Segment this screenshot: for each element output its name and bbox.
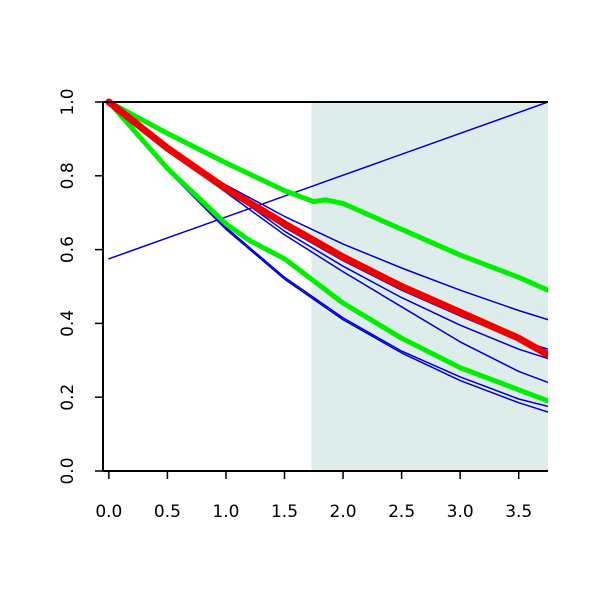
y-tick-label: 0.8 [58,162,78,189]
x-tick-label: 3.0 [447,502,474,522]
y-tick-label: 0.4 [58,310,78,337]
x-tick-label: 0.0 [95,502,122,522]
x-tick-label: 1.0 [212,502,239,522]
y-tick-label: 0.2 [58,384,78,411]
x-tick-label: 3.5 [505,502,532,522]
shaded-region [311,102,548,471]
y-tick-label: 0.0 [58,457,78,484]
x-tick-label: 2.0 [330,502,357,522]
series-layer [105,98,548,413]
series-line-1 [108,101,548,260]
shaded-region-layer [311,102,548,471]
y-tick-label: 1.0 [58,88,78,115]
y-tick-label: 0.6 [58,236,78,263]
series-line-10 [105,98,548,359]
x-tick-label: 2.5 [388,502,415,522]
x-tick-label: 0.5 [154,502,181,522]
series-line-8 [106,99,548,293]
axes-layer [102,101,548,472]
series-line-9 [106,99,548,404]
x-tick-label: 1.5 [271,502,298,522]
tick-layer: 0.0 0.5 1.0 1.5 2.0 2.5 3.0 3.5 0.0 0.2 0.4 0.6 0.8 1… [58,88,532,522]
